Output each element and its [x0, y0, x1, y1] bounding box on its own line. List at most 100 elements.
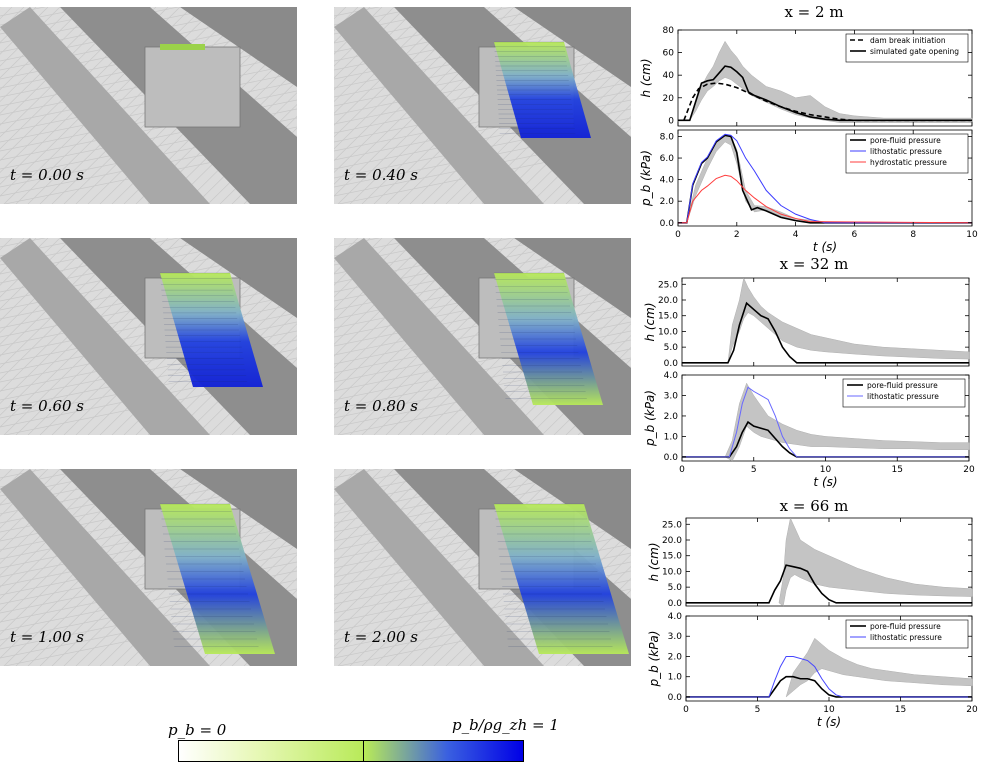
legend-box	[842, 378, 966, 408]
legend-label: simulated gate opening	[870, 47, 959, 56]
x-tick-label: 15	[895, 705, 906, 715]
y-tick-label: 1.0	[668, 673, 683, 683]
legend-label: lithostatic pressure	[870, 633, 942, 642]
chart-3: 0.0 1.0 2.0 3.0 4.0 0 5 10 15 20 p_b (kPa) t (s) por…	[643, 371, 975, 489]
snapshot-panel: t = 0.40 s	[334, 7, 631, 204]
plot-frame	[681, 277, 970, 367]
plot-frame	[685, 517, 973, 607]
chart-4: 0.0 5.0 10.0 15.0 20.0 25.0 h (cm)	[647, 517, 973, 609]
legend-label: pore-fluid pressure	[867, 381, 938, 390]
channel-render	[334, 7, 631, 204]
x-tick-label: 10	[823, 705, 835, 715]
chart-1: 0.0 2.0 4.0 6.0 8.0 0 2 4 6 8 10 p_b (kPa) t (s) pore…	[639, 129, 978, 254]
x-tick-label: 4	[793, 230, 799, 240]
snapshot-time-label: t = 0.40 s	[344, 166, 418, 184]
snapshot-time-label: t = 0.60 s	[10, 397, 84, 415]
y-tick-label: 0.0	[664, 359, 679, 369]
colorbar-midmark	[363, 740, 364, 762]
y-axis-label: p_b (kPa)	[647, 631, 661, 688]
experimental-band	[727, 277, 970, 363]
snapshot-panel: t = 2.00 s	[334, 469, 631, 666]
x-tick-label: 15	[892, 465, 903, 475]
legend-box	[845, 133, 969, 174]
experimental-band	[686, 134, 973, 224]
y-tick-label: 20.0	[658, 296, 678, 306]
colorbar-left-text: p_b = 0	[168, 721, 227, 739]
x-tick-label: 0	[675, 230, 681, 240]
channel-render	[0, 469, 297, 666]
x-tick-label: 2	[734, 230, 740, 240]
plot-title-1: x = 2 m	[784, 3, 844, 21]
snapshot-panel: t = 1.00 s	[0, 469, 297, 666]
colorbar	[178, 740, 524, 762]
channel-render	[0, 238, 297, 435]
y-axis-label: p_b (kPa)	[639, 150, 653, 207]
legend-label: hydrostatic pressure	[870, 158, 947, 167]
snapshot-time-label: t = 2.00 s	[344, 628, 418, 646]
y-tick-label: 0.0	[660, 219, 675, 229]
series-line-2	[678, 174, 973, 224]
y-tick-label: 25.0	[662, 520, 682, 530]
y-axis-label: h (cm)	[647, 542, 661, 581]
y-tick-label: 2.0	[664, 412, 679, 422]
y-tick-label: 0.0	[668, 599, 683, 609]
plot-title-3: x = 32 m	[779, 255, 849, 273]
experimental-band	[785, 637, 973, 698]
y-axis-label: h (cm)	[643, 302, 657, 341]
y-tick-label: 5.0	[664, 343, 679, 353]
x-tick-label: 0	[683, 705, 689, 715]
y-tick-label: 80	[663, 26, 675, 36]
y-tick-label: 2.0	[660, 197, 675, 207]
series-line-1	[678, 65, 972, 122]
y-tick-label: 0	[668, 116, 674, 126]
series-line-0	[686, 564, 972, 604]
x-tick-label: 5	[751, 465, 757, 475]
y-tick-label: 5.0	[668, 583, 683, 593]
y-tick-label: 15.0	[658, 312, 678, 322]
legend-box	[845, 33, 969, 63]
y-tick-label: 1.0	[664, 432, 679, 442]
y-tick-label: 20	[663, 94, 675, 104]
colorbar-right-label: p_b/ρg_zh = 1	[452, 716, 559, 734]
x-tick-label: 5	[755, 705, 761, 715]
chart-5: 0.0 1.0 2.0 3.0 4.0 0 5 10 15 20 p_b (kPa) t (s) por…	[647, 612, 978, 729]
plot-frame	[677, 129, 973, 227]
series-line-1	[682, 386, 969, 458]
y-tick-label: 15.0	[662, 552, 682, 562]
y-tick-label: 4.0	[660, 176, 675, 186]
y-tick-label: 4.0	[664, 371, 679, 381]
series-line-0	[678, 134, 972, 224]
plot-frame	[677, 29, 973, 127]
legend-label: dam break initiation	[870, 36, 946, 45]
experimental-band	[724, 382, 970, 462]
y-tick-label: 2.0	[668, 652, 683, 662]
x-tick-label: 20	[963, 465, 975, 475]
y-tick-label: 0.0	[668, 693, 683, 703]
x-tick-label: 20	[966, 705, 978, 715]
y-tick-label: 40	[663, 71, 675, 81]
series-line-0	[682, 420, 969, 458]
snapshot-time-label: t = 0.80 s	[344, 397, 418, 415]
chart-0: 0 20 40 60 80 h (cm) dam break initiation simul…	[639, 26, 973, 127]
y-tick-label: 25.0	[658, 280, 678, 290]
legend-label: lithostatic pressure	[867, 392, 939, 401]
y-tick-label: 60	[663, 49, 675, 59]
snapshot-panel: t = 0.60 s	[0, 238, 297, 435]
colorbar-right-text: p_b/ρg_zh = 1	[452, 716, 559, 734]
y-tick-label: 4.0	[668, 612, 683, 622]
y-tick-label: 10.0	[658, 327, 678, 337]
x-axis-label: t (s)	[813, 240, 837, 254]
channel-render	[0, 7, 297, 204]
x-axis-label: t (s)	[817, 715, 841, 729]
x-tick-label: 8	[910, 230, 916, 240]
y-tick-label: 8.0	[660, 132, 675, 142]
snapshot-time-label: t = 0.00 s	[10, 166, 84, 184]
snapshot-time-label: t = 1.00 s	[10, 628, 84, 646]
y-axis-label: h (cm)	[639, 58, 653, 97]
y-tick-label: 20.0	[662, 536, 682, 546]
plot-title-5: x = 66 m	[779, 497, 849, 515]
legend-label: lithostatic pressure	[870, 147, 942, 156]
series-line-0	[683, 82, 972, 122]
series-line-1	[678, 133, 972, 224]
chart-2: 0.0 5.0 10.0 15.0 20.0 25.0 h (cm)	[643, 277, 970, 369]
